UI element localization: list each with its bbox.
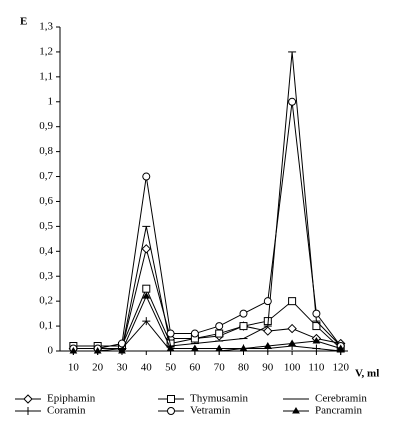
x-tick-label: 40 (141, 362, 153, 374)
series-line (73, 101, 342, 350)
x-tick-label: 100 (284, 362, 301, 374)
marker (215, 344, 224, 352)
y-tick-label: 0,4 (39, 245, 53, 257)
marker (312, 309, 321, 318)
marker (239, 309, 248, 318)
series-line (73, 294, 341, 352)
marker (166, 344, 175, 352)
marker (215, 329, 224, 338)
marker (215, 322, 224, 331)
marker (312, 322, 321, 331)
y-tick-label: 0 (48, 345, 54, 357)
series-line (73, 320, 341, 352)
marker (141, 244, 151, 254)
marker (288, 97, 297, 106)
y-tick-label: 0,5 (39, 220, 53, 232)
series-line (73, 287, 342, 349)
legend-label: Cerebramin (315, 393, 367, 405)
y-tick-label: 0,9 (39, 120, 53, 132)
legend-label: Pancramin (315, 405, 363, 417)
marker (239, 344, 248, 352)
marker (263, 297, 272, 306)
y-tick-label: 0,7 (39, 170, 53, 182)
marker (288, 339, 296, 347)
x-axis-label: V, ml (355, 368, 379, 380)
x-tick-label: 110 (308, 362, 325, 374)
marker (239, 322, 248, 331)
marker (312, 337, 321, 344)
x-tick-label: 80 (238, 362, 250, 374)
y-tick-label: 0,3 (39, 270, 53, 282)
legend-label: Coramin (47, 405, 86, 417)
y-tick-label: 0,8 (39, 145, 53, 157)
x-tick-label: 50 (165, 362, 177, 374)
x-tick-label: 90 (262, 362, 274, 374)
marker (336, 344, 345, 352)
legend-label: Epiphamin (47, 393, 96, 405)
x-tick-label: 30 (116, 362, 128, 374)
marker (142, 292, 151, 299)
y-tick-label: 1,1 (39, 70, 53, 82)
marker (93, 347, 102, 354)
legend-marker (23, 394, 33, 404)
y-axis-label: E (20, 16, 27, 28)
legend-marker (24, 407, 32, 415)
y-tick-label: 1 (48, 95, 54, 107)
y-tick-label: 1,3 (39, 21, 53, 33)
y-tick-label: 1,2 (39, 45, 53, 57)
legend-marker (292, 407, 300, 414)
marker (142, 172, 151, 181)
x-tick-label: 20 (92, 362, 104, 374)
marker (191, 344, 199, 352)
marker (288, 297, 297, 306)
marker (166, 329, 175, 338)
series-line (73, 51, 342, 350)
x-tick-label: 70 (214, 362, 226, 374)
marker (263, 326, 273, 336)
y-tick-label: 0,6 (39, 195, 53, 207)
legend-label: Thymusamin (190, 393, 249, 405)
x-tick-label: 120 (332, 362, 349, 374)
y-tick-label: 0,2 (39, 295, 53, 307)
x-tick-label: 10 (68, 362, 80, 374)
legend-label: Vetramin (190, 405, 231, 417)
marker (142, 284, 151, 293)
x-tick-label: 60 (189, 362, 201, 374)
legend-marker (167, 395, 175, 403)
legend-marker (167, 407, 175, 415)
marker (190, 329, 199, 338)
marker (263, 342, 272, 349)
marker (142, 317, 151, 326)
marker (287, 323, 297, 334)
y-tick-label: 0,1 (39, 320, 53, 332)
series-line (73, 248, 341, 350)
marker (312, 344, 321, 353)
marker (118, 347, 126, 354)
marker (69, 347, 78, 354)
